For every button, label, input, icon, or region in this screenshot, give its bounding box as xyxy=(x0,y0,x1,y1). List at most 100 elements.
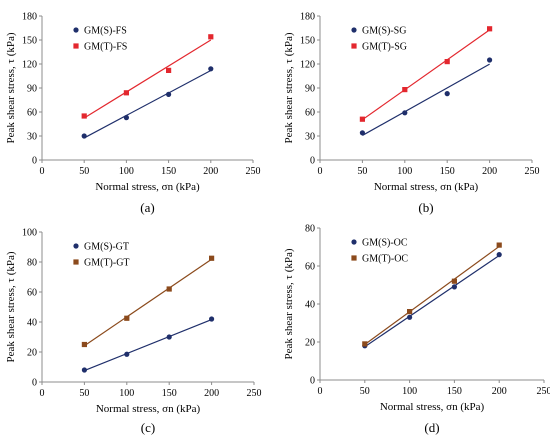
x-tick-label: 50 xyxy=(360,386,370,397)
y-tick-label: 150 xyxy=(22,36,37,47)
x-tick-label: 250 xyxy=(537,386,550,397)
x-tick-label: 200 xyxy=(492,386,507,397)
panel-label: (c) xyxy=(141,420,155,435)
data-point xyxy=(81,367,87,373)
chart-panel: 0 50 100 150 200 250 0 30 60 90 120 150 180 Normal st… xyxy=(5,12,261,216)
x-tick-label: 100 xyxy=(119,166,134,177)
data-point xyxy=(166,67,172,73)
y-tick-label: 60 xyxy=(27,108,37,119)
data-point xyxy=(359,116,365,122)
panel-label: (d) xyxy=(424,420,439,435)
trend-line xyxy=(364,245,500,345)
trend-line xyxy=(84,318,212,372)
legend-marker xyxy=(73,43,79,49)
y-tick-label: 150 xyxy=(300,36,315,47)
legend-marker xyxy=(351,255,357,261)
y-tick-label: 80 xyxy=(27,258,37,269)
legend-marker xyxy=(351,43,357,49)
x-tick-label: 250 xyxy=(246,166,261,177)
data-point xyxy=(81,341,87,348)
legend-marker xyxy=(73,27,79,33)
x-tick-label: 200 xyxy=(204,388,219,399)
y-tick-label: 40 xyxy=(305,300,315,311)
y-tick-label: 80 xyxy=(305,224,315,235)
y-tick-label: 180 xyxy=(300,12,315,23)
y-tick-label: 120 xyxy=(300,60,315,71)
y-tick-label: 60 xyxy=(305,108,315,119)
data-point xyxy=(166,334,172,340)
data-point xyxy=(407,314,413,320)
chart-panel: 0 50 100 150 200 250 0 20 40 60 80 Normal stress, σ… xyxy=(283,224,550,436)
data-point xyxy=(407,309,413,315)
y-tick-label: 30 xyxy=(305,132,315,143)
trend-line xyxy=(362,29,490,121)
x-tick-label: 0 xyxy=(318,386,323,397)
data-point xyxy=(402,110,408,116)
x-tick-label: 100 xyxy=(402,386,417,397)
data-point xyxy=(444,59,450,65)
chart-panel: 0 50 100 150 200 250 0 20 40 60 80 100 Normal stress… xyxy=(5,228,262,436)
legend-label: GM(T)-SG xyxy=(362,42,407,53)
legend-label: GM(S)-OC xyxy=(362,238,408,249)
y-tick-label: 20 xyxy=(305,338,315,349)
y-tick-label: 0 xyxy=(32,378,37,389)
legend-marker xyxy=(73,243,79,249)
data-point xyxy=(496,242,502,248)
x-tick-label: 200 xyxy=(203,166,218,177)
data-point xyxy=(496,252,502,258)
x-tick-label: 50 xyxy=(357,166,367,177)
y-tick-label: 0 xyxy=(310,376,315,387)
y-tick-label: 120 xyxy=(22,60,37,71)
data-point xyxy=(124,351,130,357)
legend-label: GM(T)-GT xyxy=(84,258,130,269)
data-point xyxy=(359,130,365,136)
data-point xyxy=(81,113,87,119)
y-tick-label: 90 xyxy=(305,84,315,95)
data-point xyxy=(81,133,87,139)
data-point xyxy=(166,286,172,292)
legend-marker xyxy=(73,259,79,265)
y-axis-label: Peak shear stress, τ (kPa) xyxy=(5,32,17,143)
data-point xyxy=(208,66,214,72)
data-point xyxy=(209,255,215,261)
data-point xyxy=(208,34,214,40)
x-tick-label: 100 xyxy=(397,166,412,177)
trend-line xyxy=(83,39,212,119)
y-tick-label: 0 xyxy=(310,156,315,167)
y-tick-label: 60 xyxy=(27,288,37,299)
y-tick-label: 90 xyxy=(27,84,37,95)
y-tick-label: 100 xyxy=(22,228,37,239)
y-tick-label: 30 xyxy=(27,132,37,143)
x-tick-label: 150 xyxy=(162,388,177,399)
panel-label: (b) xyxy=(418,200,433,215)
y-tick-label: 60 xyxy=(305,262,315,273)
y-tick-label: 20 xyxy=(27,348,37,359)
x-axis-label: Normal stress, σn (kPa) xyxy=(96,403,201,415)
x-tick-label: 0 xyxy=(318,166,323,177)
legend-label: GM(T)-FS xyxy=(84,42,127,53)
data-point xyxy=(487,57,493,63)
data-point xyxy=(166,91,172,97)
legend-marker xyxy=(351,239,357,245)
data-point xyxy=(444,91,450,97)
data-point xyxy=(487,26,493,32)
chart-panel: 0 50 100 150 200 250 0 30 60 90 120 150 180 Normal st… xyxy=(283,12,540,216)
x-tick-label: 150 xyxy=(447,386,462,397)
x-tick-label: 150 xyxy=(440,166,455,177)
trend-line xyxy=(84,258,212,347)
legend-label: GM(S)-SG xyxy=(362,26,406,37)
x-tick-label: 50 xyxy=(79,388,89,399)
y-tick-label: 40 xyxy=(27,318,37,329)
x-tick-label: 200 xyxy=(482,166,497,177)
y-tick-label: 0 xyxy=(32,156,37,167)
data-point xyxy=(451,278,457,284)
x-axis-label: Normal stress, σn (kPa) xyxy=(95,181,200,193)
x-tick-label: 0 xyxy=(40,388,45,399)
x-tick-label: 250 xyxy=(525,166,540,177)
trend-line xyxy=(364,255,500,348)
data-point xyxy=(362,341,368,347)
y-axis-label: Peak shear stress, τ (kPa) xyxy=(283,32,295,143)
panel-label: (a) xyxy=(140,200,154,215)
data-point xyxy=(124,315,130,321)
